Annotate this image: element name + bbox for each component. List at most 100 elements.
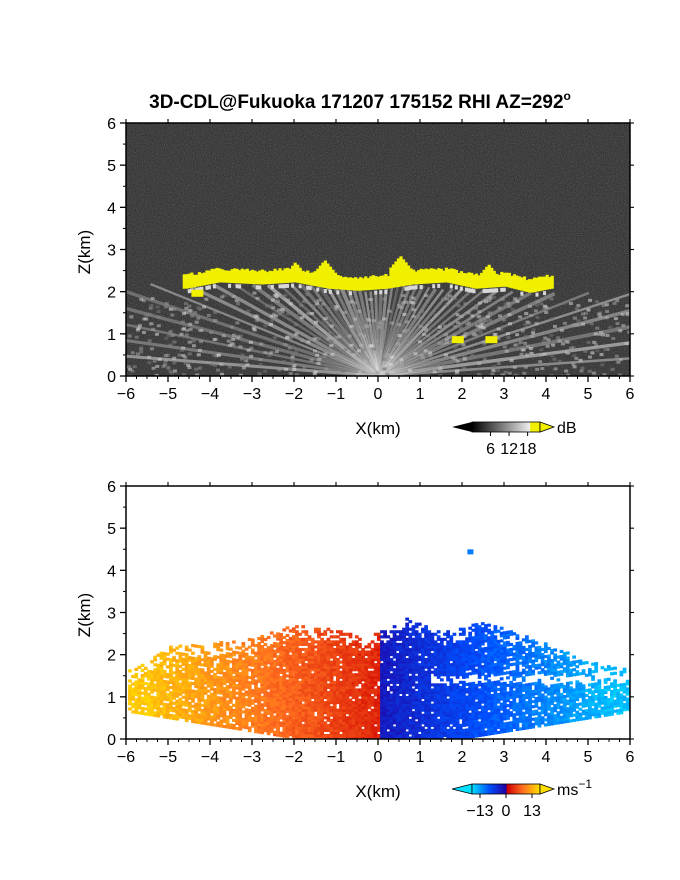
velocity-pixel	[307, 635, 312, 639]
velocity-pixel	[411, 721, 416, 725]
velocity-pixel	[383, 642, 387, 646]
velocity-pixel	[247, 660, 252, 664]
haze-pixel	[137, 324, 142, 328]
haze-pixel	[417, 344, 422, 348]
velocity-pixel	[474, 734, 479, 738]
haze-pixel	[334, 307, 339, 311]
velocity-pixel	[370, 647, 375, 652]
velocity-pixel	[247, 696, 252, 700]
velocity-pixel	[187, 716, 192, 721]
velocity-pixel	[219, 719, 224, 723]
velocity-pixel	[276, 726, 280, 730]
haze-pixel	[424, 294, 429, 298]
velocity-pixel	[395, 658, 400, 662]
velocity-pixel	[184, 696, 189, 700]
velocity-pixel	[244, 647, 249, 651]
velocity-pixel	[395, 652, 400, 657]
velocity-pixel	[502, 656, 507, 660]
velocity-pixel	[421, 627, 425, 631]
haze-pixel	[445, 341, 450, 345]
velocity-pixel	[499, 626, 504, 630]
velocity-pixel	[474, 726, 479, 730]
velocity-pixel	[184, 711, 189, 715]
velocity-pixel	[358, 731, 362, 735]
velocity-pixel	[244, 660, 249, 664]
velocity-pixel	[474, 721, 479, 725]
cloud-echo-column	[477, 275, 481, 289]
velocity-pixel	[345, 716, 350, 720]
haze-pixel	[312, 325, 317, 329]
velocity-pixel	[354, 736, 359, 739]
haze-pixel	[474, 304, 479, 308]
velocity-pixel	[471, 646, 476, 650]
velocity-pixel	[405, 721, 410, 725]
velocity-pixel	[222, 717, 227, 721]
haze-pixel	[181, 312, 186, 316]
velocity-pixel	[342, 642, 347, 646]
velocity-pixel	[336, 695, 340, 700]
velocity-pixel	[468, 712, 473, 716]
velocity-pixel	[348, 733, 353, 738]
velocity-pixel	[462, 693, 466, 697]
velocity-pixel	[339, 721, 343, 725]
velocity-pixel	[225, 720, 230, 724]
velocity-pixel	[462, 728, 466, 733]
haze-pixel	[620, 312, 625, 316]
velocity-pixel	[288, 685, 293, 689]
velocity-pixel	[210, 722, 214, 727]
velocity-pixel	[452, 693, 457, 697]
haze-pixel	[367, 318, 372, 322]
velocity-pixel	[417, 647, 422, 652]
velocity-pixel	[455, 690, 460, 695]
velocity-pixel	[395, 713, 400, 717]
velocity-pixel	[348, 650, 353, 654]
velocity-pixel	[499, 631, 504, 635]
velocity-pixel	[402, 678, 406, 682]
haze-pixel	[289, 366, 294, 370]
velocity-pixel	[131, 687, 135, 691]
haze-pixel	[322, 320, 327, 324]
velocity-pixel	[169, 665, 173, 669]
cloud-base-glow	[291, 283, 295, 288]
velocity-pixel	[490, 709, 495, 713]
velocity-pixel	[361, 673, 365, 677]
velocity-pixel	[487, 651, 491, 655]
velocity-pixel	[143, 712, 148, 716]
haze-pixel	[455, 313, 460, 317]
haze-pixel	[272, 312, 277, 316]
haze-pixel	[599, 352, 604, 356]
velocity-pixel	[452, 716, 457, 720]
haze-pixel	[280, 308, 285, 312]
velocity-pixel	[443, 650, 447, 654]
velocity-pixel	[386, 708, 391, 712]
velocity-pixel	[383, 632, 387, 636]
velocity-pixel	[487, 666, 491, 670]
velocity-pixel	[417, 693, 422, 697]
velocity-pixel	[449, 665, 454, 669]
velocity-pixel	[288, 644, 293, 648]
haze-pixel	[533, 309, 538, 313]
velocity-pixel	[178, 700, 183, 704]
velocity-pixel	[342, 726, 347, 730]
velocity-pixel	[184, 663, 189, 667]
velocity-pixel	[402, 708, 406, 712]
velocity-pixel	[159, 656, 164, 660]
velocity-pixel	[490, 729, 495, 733]
velocity-pixel	[219, 686, 224, 690]
haze-pixel	[226, 339, 231, 343]
velocity-pixel	[351, 663, 356, 667]
velocity-pixel	[156, 668, 161, 672]
velocity-pixel	[301, 728, 306, 733]
velocity-pixel	[285, 725, 290, 729]
haze-pixel	[244, 359, 249, 363]
velocity-pixel	[213, 688, 217, 692]
velocity-pixel	[304, 713, 309, 717]
velocity-pixel	[134, 698, 139, 702]
velocity-pixel	[219, 641, 224, 645]
velocity-pixel	[150, 713, 154, 717]
haze-pixel	[562, 301, 567, 305]
velocity-pixel	[411, 637, 416, 641]
velocity-pixel	[238, 654, 243, 658]
haze-pixel	[562, 321, 567, 325]
